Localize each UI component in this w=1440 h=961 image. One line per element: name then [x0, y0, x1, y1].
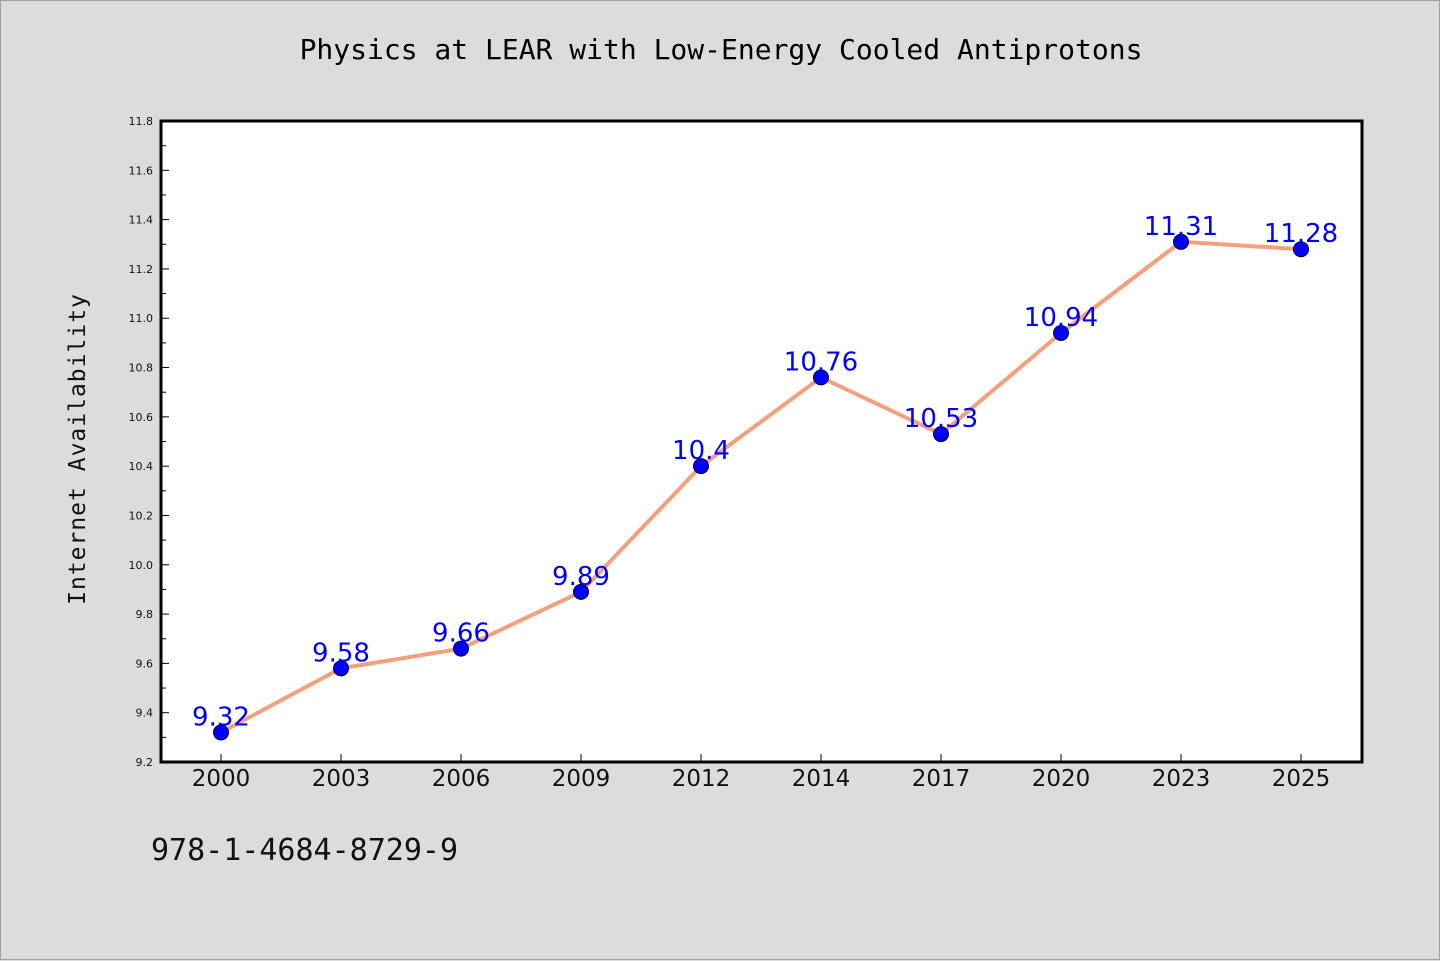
chart-title: Physics at LEAR with Low-Energy Cooled A…	[299, 33, 1143, 66]
series-line	[219, 239, 1303, 735]
data-point	[333, 660, 349, 677]
y-tick-label: 9.2	[136, 756, 154, 769]
y-tick-label: 11.8	[129, 115, 154, 128]
y-tick-label: 11.6	[129, 164, 154, 177]
x-tick-label: 2000	[192, 766, 251, 792]
y-tick-label: 9.8	[136, 608, 154, 621]
y-tick-label: 10.4	[129, 460, 154, 473]
x-tick-label: 2023	[1152, 766, 1211, 792]
y-tick-label: 9.6	[136, 657, 154, 670]
x-tick-label: 2017	[912, 766, 971, 792]
y-tick-label: 10.0	[129, 559, 154, 572]
data-label: 9.32	[192, 702, 250, 732]
data-point	[813, 369, 829, 386]
data-label: 10.76	[784, 347, 858, 377]
data-point	[573, 583, 589, 600]
data-label: 11.28	[1264, 219, 1338, 249]
data-label: 11.31	[1144, 212, 1218, 242]
data-point	[453, 640, 469, 657]
data-point	[1293, 241, 1309, 258]
data-point	[213, 724, 229, 741]
y-tick-label: 11.4	[129, 214, 154, 227]
x-tick-label: 2020	[1032, 766, 1091, 792]
data-label: 9.89	[552, 562, 610, 592]
data-point	[1173, 233, 1189, 250]
data-label: 9.66	[432, 619, 490, 649]
data-label: 10.53	[904, 404, 978, 434]
y-tick-label: 10.6	[129, 411, 154, 424]
data-label: 10.4	[672, 436, 730, 466]
data-label: 9.58	[312, 638, 370, 668]
y-tick-label: 11.0	[129, 312, 154, 325]
y-tick-label: 10.8	[129, 362, 154, 375]
y-tick-label: 11.2	[129, 263, 154, 276]
plot-frame	[159, 119, 1364, 764]
data-label: 10.94	[1024, 303, 1098, 333]
x-tick-label: 2009	[552, 766, 611, 792]
plot-area	[161, 121, 1362, 762]
y-tick-label: 9.4	[136, 707, 154, 720]
data-point	[693, 458, 709, 475]
y-tick-label: 10.2	[129, 509, 154, 522]
x-tick-label: 2006	[432, 766, 491, 792]
data-point	[1053, 325, 1069, 342]
x-tick-label: 2003	[312, 766, 371, 792]
data-point	[933, 426, 949, 443]
x-tick-label: 2012	[672, 766, 731, 792]
x-tick-label: 2025	[1272, 766, 1331, 792]
footer-isbn: 978-1-4684-8729-9	[151, 833, 459, 868]
x-tick-label: 2014	[792, 766, 851, 792]
